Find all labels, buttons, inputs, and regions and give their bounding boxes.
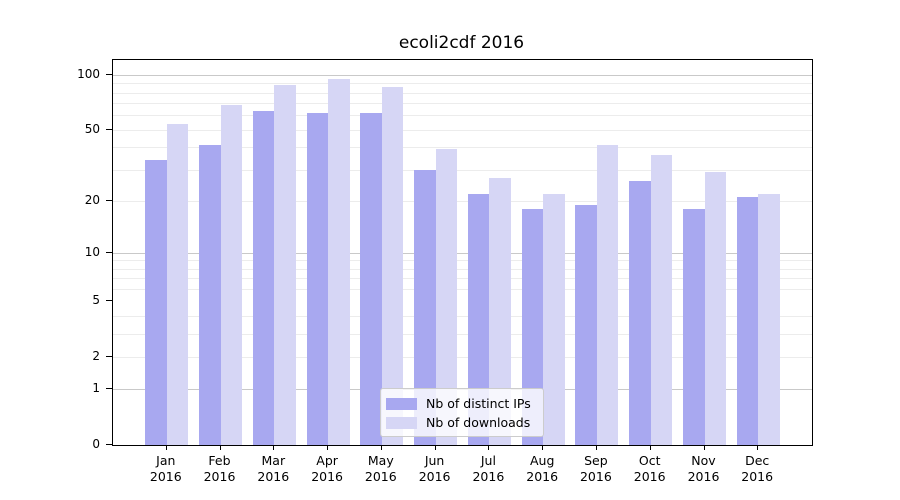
y-tick-label-0: 0 — [92, 437, 100, 451]
gridline-20 — [113, 200, 812, 202]
bar-jul-downloads — [489, 177, 511, 445]
bar-dec-distinct-ips — [736, 197, 759, 445]
gridline-9 — [113, 260, 812, 262]
x-tick-apr — [327, 445, 329, 450]
x-tick-label-nov: Nov 2016 — [687, 453, 720, 484]
bar-aug-distinct-ips — [521, 208, 544, 445]
legend-swatch-distinct-ips — [386, 397, 417, 410]
gridline-7 — [113, 278, 812, 280]
legend: Nb of distinct IPs Nb of downloads — [380, 388, 544, 437]
x-tick-jun — [434, 445, 436, 450]
x-tick-label-may: May 2016 — [364, 453, 397, 484]
gridline-100 — [113, 74, 812, 76]
plot-area — [112, 59, 813, 446]
legend-entry-distinct-ips: Nb of distinct IPs — [386, 396, 534, 411]
chart-title: ecoli2cdf 2016 — [398, 33, 525, 53]
bar-oct-distinct-ips — [629, 180, 651, 445]
y-tick-label-10: 10 — [84, 244, 100, 259]
gridline-4 — [113, 315, 812, 317]
y-tick-5 — [106, 300, 112, 302]
legend-entry-downloads: Nb of downloads — [386, 415, 534, 430]
bar-apr-distinct-ips — [306, 112, 329, 445]
y-tick-1 — [106, 388, 112, 390]
x-tick-label-jun: Jun 2016 — [418, 453, 451, 484]
gridline-70 — [113, 103, 812, 105]
bar-may-distinct-ips — [360, 112, 382, 445]
gridline-80 — [113, 92, 812, 94]
bar-may-downloads — [381, 86, 404, 445]
y-tick-label-50: 50 — [84, 121, 100, 136]
gridline-2 — [113, 356, 812, 358]
x-tick-oct — [649, 445, 651, 450]
bar-nov-distinct-ips — [683, 208, 705, 445]
bar-mar-downloads — [274, 85, 296, 445]
bar-jun-downloads — [435, 149, 458, 445]
bar-jul-distinct-ips — [467, 193, 490, 445]
bar-feb-distinct-ips — [199, 145, 221, 445]
x-tick-nov — [703, 445, 705, 450]
x-tick-dec — [757, 445, 759, 450]
gridline-60 — [113, 115, 812, 117]
x-tick-mar — [273, 445, 275, 450]
x-tick-label-oct: Oct 2016 — [633, 453, 666, 484]
bar-mar-distinct-ips — [252, 111, 275, 445]
bar-nov-downloads — [704, 172, 726, 445]
y-tick-label-100: 100 — [77, 66, 100, 81]
bar-aug-downloads — [543, 193, 565, 445]
bar-dec-downloads — [758, 193, 780, 445]
x-tick-label-aug: Aug 2016 — [526, 453, 559, 484]
x-tick-may — [380, 445, 382, 450]
bar-jun-distinct-ips — [414, 169, 436, 445]
gridline-3 — [113, 333, 812, 335]
y-tick-2 — [106, 355, 112, 357]
y-tick-label-1: 1 — [92, 381, 100, 396]
x-tick-label-jan: Jan 2016 — [149, 453, 182, 484]
y-tick-label-2: 2 — [92, 348, 100, 363]
bar-feb-downloads — [220, 105, 242, 445]
x-tick-feb — [219, 445, 221, 450]
x-tick-aug — [542, 445, 544, 450]
y-tick-100 — [106, 73, 112, 75]
bar-sep-downloads — [596, 145, 619, 445]
gridline-10 — [113, 252, 812, 254]
gridline-30 — [113, 169, 812, 171]
x-tick-jan — [165, 445, 167, 450]
y-tick-20 — [106, 199, 112, 201]
x-tick-label-mar: Mar 2016 — [257, 453, 290, 484]
bar-jan-downloads — [166, 123, 189, 445]
gridline-40 — [113, 147, 812, 149]
legend-label-downloads: Nb of downloads — [426, 415, 531, 430]
bar-oct-downloads — [650, 155, 673, 445]
gridline-8 — [113, 268, 812, 270]
bar-jan-distinct-ips — [145, 159, 167, 445]
gridline-50 — [113, 129, 812, 131]
gridline-6 — [113, 288, 812, 290]
y-tick-label-20: 20 — [84, 192, 100, 207]
legend-swatch-downloads — [386, 416, 417, 429]
bar-apr-downloads — [328, 78, 350, 445]
y-tick-0 — [106, 444, 112, 445]
x-tick-label-apr: Apr 2016 — [311, 453, 343, 484]
legend-label-distinct-ips: Nb of distinct IPs — [426, 396, 531, 411]
x-tick-label-sep: Sep 2016 — [579, 453, 612, 484]
x-tick-jul — [488, 445, 490, 450]
gridline-90 — [113, 83, 812, 85]
y-tick-10 — [106, 251, 112, 253]
x-tick-sep — [595, 445, 597, 450]
y-tick-50 — [106, 128, 112, 130]
y-tick-label-5: 5 — [92, 293, 100, 308]
x-tick-label-feb: Feb 2016 — [203, 453, 236, 484]
x-tick-label-dec: Dec 2016 — [741, 453, 774, 484]
bar-sep-distinct-ips — [575, 204, 597, 445]
x-tick-label-jul: Jul 2016 — [472, 453, 505, 484]
